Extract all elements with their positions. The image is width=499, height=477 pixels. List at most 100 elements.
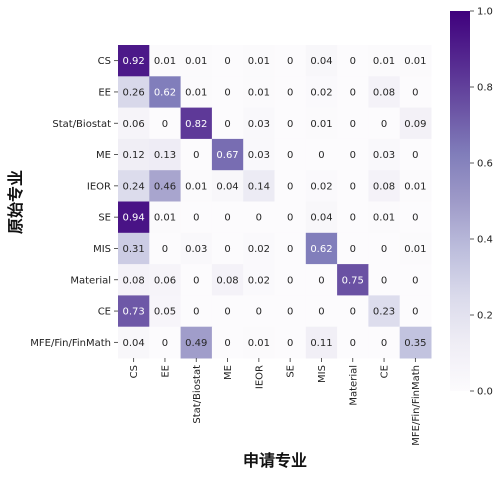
cell-value-label: 0.01	[404, 56, 426, 67]
cell-value-label: 0	[381, 338, 387, 349]
heatmap-cell	[180, 76, 213, 109]
colorbar-tick-label: 0.0	[477, 387, 493, 398]
heatmap-cell	[337, 76, 369, 109]
heatmap-cell	[243, 326, 275, 359]
cell-value-label: 0	[350, 56, 356, 67]
heatmap-cell	[368, 45, 401, 77]
cell-value-label: 0	[287, 275, 293, 286]
heatmap-cell	[368, 326, 401, 359]
colorbar-gradient	[450, 11, 470, 391]
heatmap-cell	[118, 201, 150, 234]
heatmap-cell	[274, 138, 307, 171]
x-tick-label: Material	[348, 365, 359, 406]
cell-value-label: 0.03	[248, 150, 270, 161]
heatmap-cell	[149, 45, 182, 77]
cell-value-label: 0	[318, 150, 324, 161]
heatmap-cell	[243, 170, 275, 202]
cell-value-label: 0	[224, 307, 230, 318]
heatmap-cell	[274, 76, 307, 109]
heatmap-cell	[180, 201, 213, 234]
cell-value-label: 0	[318, 275, 324, 286]
heatmap-cell-labels: 0.92 0.01 0.01 0 0.01 0 0.04 0 0.01 0.01 0.26 0.62 0…	[123, 56, 427, 349]
cell-value-label: 0.67	[216, 150, 238, 161]
cell-value-label: 0.01	[310, 119, 332, 130]
heatmap-cell	[180, 264, 213, 296]
heatmap-cell	[305, 45, 338, 77]
cell-value-label: 0.26	[123, 87, 145, 98]
cell-value-label: 0.01	[248, 87, 270, 98]
heatmap-cell	[305, 326, 338, 359]
heatmap-cell	[180, 45, 213, 77]
cell-value-label: 0.01	[373, 213, 395, 224]
cell-value-label: 0.73	[123, 307, 145, 318]
cell-value-label: 0.11	[310, 338, 332, 349]
heatmap-cell	[305, 138, 338, 171]
cell-value-label: 0.92	[123, 56, 145, 67]
cell-value-label: 0.02	[248, 244, 270, 255]
heatmap-cell	[118, 264, 150, 296]
cell-value-label: 0.01	[185, 181, 207, 192]
cell-value-label: 0.02	[310, 181, 332, 192]
heatmap-cell	[399, 201, 432, 234]
heatmap-cell	[149, 107, 182, 140]
heatmap-cell	[274, 170, 307, 202]
cell-value-label: 0	[224, 119, 230, 130]
cell-value-label: 0.62	[310, 244, 332, 255]
heatmap-cell	[337, 201, 369, 234]
heatmap-cell	[149, 170, 182, 202]
heatmap-cell	[180, 138, 213, 171]
cell-value-label: 0	[350, 213, 356, 224]
cell-value-label: 0.02	[248, 275, 270, 286]
cell-value-label: 0.01	[154, 213, 176, 224]
cell-value-label: 0.06	[123, 119, 145, 130]
heatmap-cell	[399, 76, 432, 109]
heatmap-cell	[399, 45, 432, 77]
y-tick-label: Stat/Biostat	[52, 119, 111, 130]
y-tick-label: CS	[98, 56, 111, 67]
y-tick-label: ME	[96, 150, 111, 161]
heatmap-cell	[337, 170, 369, 202]
x-tick-label: Stat/Biostat	[192, 365, 203, 424]
heatmap-cell	[149, 326, 182, 359]
heatmap-cell	[211, 138, 244, 171]
cell-value-label: 0.02	[310, 87, 332, 98]
cell-value-label: 0	[350, 119, 356, 130]
cell-value-label: 0.03	[373, 150, 395, 161]
colorbar: 0.0 0.2 0.4 0.6 0.8 1.0	[450, 7, 493, 398]
cell-value-label: 0	[350, 181, 356, 192]
heatmap-cell	[399, 326, 432, 359]
colorbar-tick-label: 0.8	[477, 83, 493, 94]
heatmap-cell	[118, 138, 150, 171]
cell-value-label: 0.08	[123, 275, 145, 286]
cell-value-label: 0.01	[154, 56, 176, 67]
cell-value-label: 0.08	[216, 275, 238, 286]
cell-value-label: 0.49	[185, 338, 207, 349]
cell-value-label: 0.82	[185, 119, 207, 130]
x-tick-label: MIS	[317, 365, 328, 383]
heatmap-cell	[149, 264, 182, 296]
heatmap-cell	[180, 107, 213, 140]
heatmap-cell	[118, 170, 150, 202]
cell-value-label: 0	[350, 338, 356, 349]
cell-value-label: 0.03	[248, 119, 270, 130]
cell-value-label: 0	[412, 213, 418, 224]
cell-value-label: 0.09	[404, 119, 426, 130]
heatmap-cell	[149, 76, 182, 109]
cell-value-label: 0	[287, 56, 293, 67]
heatmap-cell	[368, 264, 401, 296]
x-tick-label: ME	[223, 365, 234, 380]
heatmap-cell	[180, 326, 213, 359]
cell-value-label: 0.05	[154, 307, 176, 318]
cell-value-label: 0.14	[248, 181, 270, 192]
cell-value-label: 0.46	[154, 181, 176, 192]
heatmap-cell	[305, 295, 338, 328]
heatmap-cell	[243, 107, 275, 140]
cell-value-label: 0	[412, 307, 418, 318]
heatmap-cell	[243, 295, 275, 328]
heatmap-cell	[180, 170, 213, 202]
cell-value-label: 0.35	[404, 338, 426, 349]
x-axis-ticks: CS EE Stat/Biostat ME IEOR SE MIS Material CE MFE…	[129, 358, 422, 446]
heatmap-cells	[118, 45, 432, 359]
y-tick-label: CE	[98, 307, 111, 318]
cell-value-label: 0.03	[185, 244, 207, 255]
